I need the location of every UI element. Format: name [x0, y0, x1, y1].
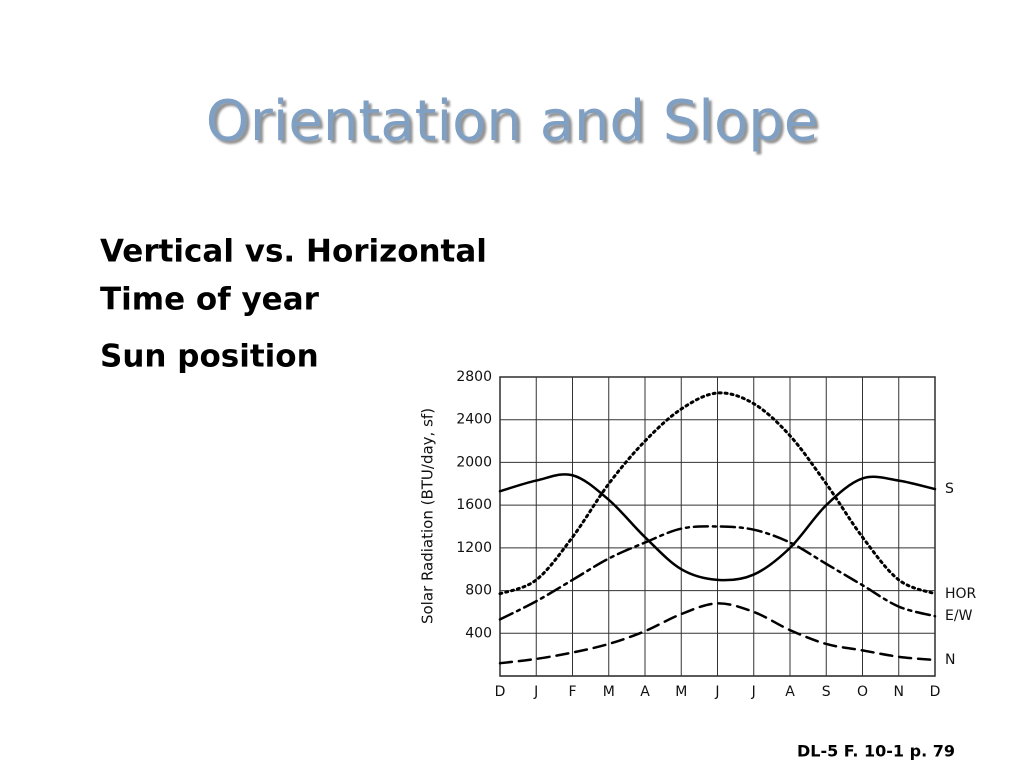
series-line [498, 525, 937, 621]
bullet: Sun position [100, 339, 319, 375]
x-tick-label: S [822, 684, 831, 700]
x-tick-label: A [640, 684, 650, 700]
legend-label: E/W [945, 608, 973, 624]
y-tick-label: 2000 [456, 454, 492, 470]
y-tick-label: 1200 [456, 540, 492, 556]
series-line [498, 602, 937, 665]
x-tick-label: D [930, 684, 941, 700]
x-tick-label: J [751, 684, 756, 700]
bullet: Vertical vs. Horizontal [100, 234, 487, 270]
legend-label: HOR [945, 586, 977, 602]
legend-label: N [945, 652, 955, 668]
series-line [498, 473, 937, 582]
y-tick-label: 800 [465, 583, 492, 599]
y-tick-label: 1600 [456, 497, 492, 513]
x-tick-label: J [714, 684, 719, 700]
x-tick-label: A [785, 684, 795, 700]
x-tick-label: M [675, 684, 687, 700]
y-tick-label: 2800 [456, 369, 492, 385]
footer: DL-5 F. 10-1 p. 79 [797, 742, 955, 761]
y-tick-label: 400 [465, 625, 492, 641]
x-tick-label: J [533, 684, 538, 700]
y-axis-label: Solar Radiation (BTU/day, sf) [419, 408, 437, 624]
slide-title: Orientation and Slope [206, 89, 818, 154]
legend-label: S [945, 481, 954, 497]
bullet: Time of year [100, 282, 320, 318]
x-tick-label: D [495, 684, 506, 700]
x-tick-label: N [894, 684, 904, 700]
x-tick-label: F [568, 684, 576, 700]
x-tick-label: O [857, 684, 868, 700]
y-tick-label: 2400 [456, 412, 492, 428]
series-line [498, 391, 937, 596]
x-tick-label: M [603, 684, 615, 700]
